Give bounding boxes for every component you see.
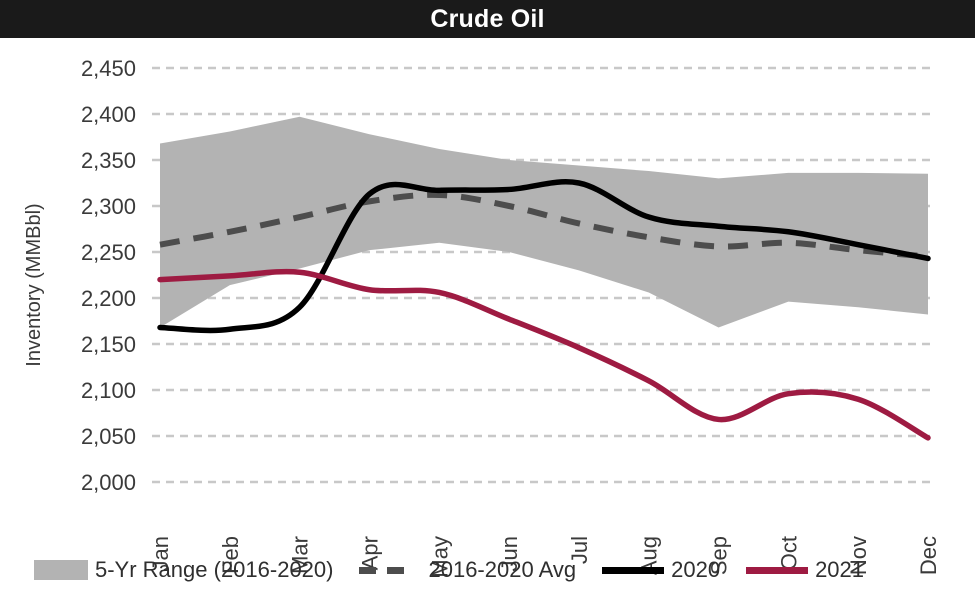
y-tick-label: 2,150 xyxy=(81,332,136,357)
legend-swatch-line xyxy=(602,566,665,574)
y-tick-label: 2,350 xyxy=(81,148,136,173)
legend-item-label: 2020 xyxy=(671,557,721,582)
x-tick-label-dec: Dec xyxy=(916,536,941,575)
y-axis-label-text: Inventory (MMBbl) xyxy=(23,203,45,366)
y-tick-label: 2,450 xyxy=(81,56,136,81)
chart-title-band: Crude Oil xyxy=(0,0,975,38)
x-tick-label-feb: Feb xyxy=(218,536,243,574)
series-line-2020 xyxy=(157,179,931,334)
x-tick-label-jun: Jun xyxy=(497,536,522,571)
legend-swatch-dashed-line xyxy=(359,566,422,574)
legend-item[interactable]: 5-Yr Range (2016-2020) xyxy=(34,557,333,583)
x-tick-label-nov: Nov xyxy=(846,536,871,575)
legend-item-label: 5-Yr Range (2016-2020) xyxy=(95,557,334,582)
y-tick-label: 2,200 xyxy=(81,286,136,311)
legend-item[interactable]: 2020 xyxy=(602,557,720,583)
legend-swatch-line xyxy=(746,566,809,574)
page-title: Crude Oil xyxy=(430,4,545,33)
y-tick-label: 2,100 xyxy=(81,378,136,403)
y-tick-label: 2,000 xyxy=(81,470,136,495)
legend-item[interactable]: 2016-2020 Avg xyxy=(359,557,576,583)
x-tick-label-jan: Jan xyxy=(148,536,173,571)
range-band-area xyxy=(160,116,928,328)
data-series xyxy=(157,179,931,441)
y-tick-label: 2,250 xyxy=(81,240,136,265)
x-tick-label-apr: Apr xyxy=(358,536,383,570)
y-tick-label: 2,050 xyxy=(81,424,136,449)
series-line-2021 xyxy=(157,268,931,441)
y-axis-tick-labels: 2,450 2,400 2,350 2,300 2,250 2,200 2,150 2,100… xyxy=(81,56,136,495)
x-tick-label-may: May xyxy=(427,536,452,578)
legend-item[interactable]: 2021 xyxy=(746,557,864,583)
legend-item-label: 2021 xyxy=(815,557,865,582)
chart-legend: 5-Yr Range (2016-2020) 2016-2020 Avg 2020 2… xyxy=(0,548,975,592)
series-line-2016-2020-avg xyxy=(159,191,929,260)
x-tick-label-jul: Jul xyxy=(567,536,592,564)
y-axis-title: Inventory (MMBbl) xyxy=(23,203,45,366)
x-tick-label-mar: Mar xyxy=(288,536,313,574)
y-tick-label: 2,400 xyxy=(81,102,136,127)
legend-swatch-box xyxy=(34,560,88,580)
y-tick-label: 2,300 xyxy=(81,194,136,219)
legend-item-label: 2016-2020 Avg xyxy=(428,557,577,582)
x-tick-label-sep: Sep xyxy=(707,536,732,575)
five-year-range-band xyxy=(160,116,928,328)
x-tick-label-oct: Oct xyxy=(776,536,801,570)
